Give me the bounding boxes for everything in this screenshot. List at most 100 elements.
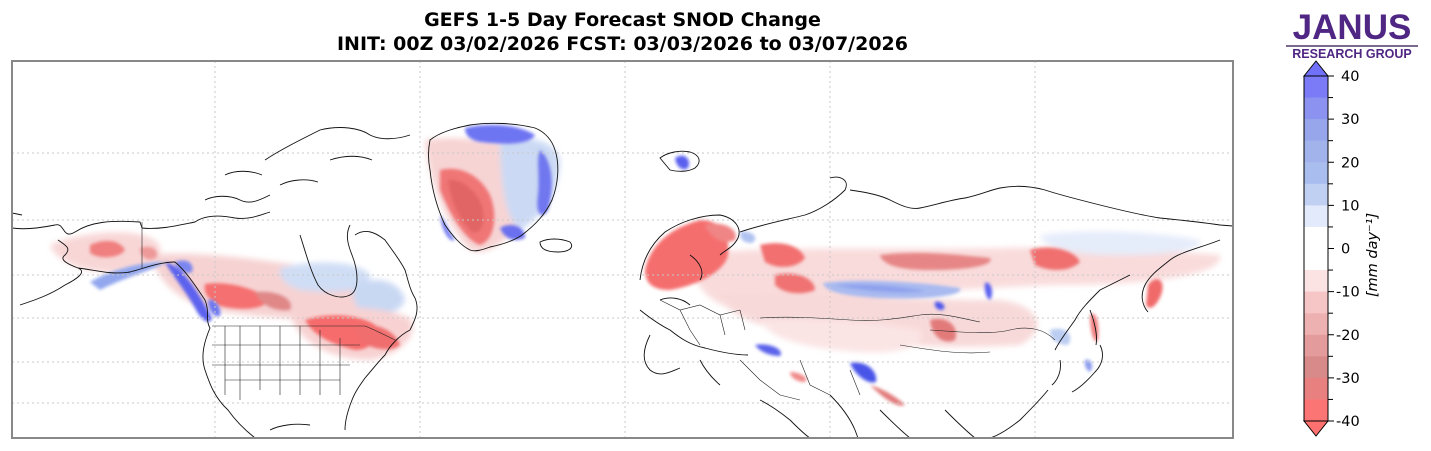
colorbar-tick-label: 20 [1341,155,1359,171]
colorbar-tick-label: 40 [1341,69,1359,85]
shade-amur-blue [1050,328,1071,345]
shade-yukon-red [140,246,158,260]
shade-baikal-blue [984,282,993,300]
shade-hudson-blue [279,262,371,292]
coast-europe [639,297,749,386]
shade-hindukush-blue [850,362,877,383]
coast-east-us [269,329,411,431]
shade-greenland-north-blue [465,124,535,144]
colorbar-segment [1304,140,1328,163]
coast-svalbard [659,150,700,172]
border-us-states [212,326,360,400]
shade-svalbard-blue [675,155,689,170]
colorbar-segment [1304,377,1328,400]
map-frame [11,60,1234,439]
colorbar-tick-label: 0 [1341,242,1350,258]
shade-caucasus-blue [755,344,781,356]
colorbar-segment [1304,356,1328,379]
shading-layer [50,124,1221,406]
coast-scandinavia [639,214,740,281]
coast-iceland [539,238,573,253]
colorbar-tick-label: -40 [1336,414,1360,430]
colorbar-segment [1304,97,1328,120]
colorbar-segment [1304,183,1328,206]
graticule [12,61,1233,438]
shade-scandinavia-red [645,220,729,290]
shade-greenland-se-blue [500,225,525,240]
coastlines [12,122,1233,438]
chart-title: GEFS 1-5 Day Forecast SNOD Change [424,9,821,31]
shade-himalaya-red [870,385,905,406]
logo-subtitle: RESEARCH GROUP [1292,47,1412,61]
colorbar-ticks [1328,75,1334,422]
political-borders [141,222,1056,401]
shade-ontario-red [305,315,377,350]
colorbar-extend-over [1302,60,1330,77]
colorbar-segments [1304,76,1328,422]
shade-prairie-red [204,283,270,309]
colorbar-units-label: [mm day⁻¹] [1365,212,1381,298]
coast-japan-korea [989,344,1103,438]
colorbar-segment [1304,76,1328,99]
colorbar-tick-label: 10 [1341,198,1359,214]
coast-arctic-canada [141,127,411,229]
shade-bc-coast-blue [165,262,212,322]
shade-kola-blue [740,231,756,243]
shade-siberia-east-red [1030,247,1080,270]
border-europe [659,299,746,346]
shade-rockies-blue [175,260,193,273]
shade-altai-blue [934,301,945,310]
logo-wordmark: JANUS [1292,8,1412,47]
shade-turkey-red [790,372,807,382]
shade-siberia-ne-light [1040,231,1201,255]
coast-bc-westus [174,261,256,438]
border-mideast [739,359,861,401]
colorbar-segment [1304,334,1328,357]
coast-pacific-russia [1054,239,1221,351]
colorbar-segment [1304,291,1328,314]
colorbar-segment [1304,399,1328,422]
colorbar-tick-label: -20 [1336,328,1360,344]
colorbar-extend-under [1302,420,1330,437]
shade-siberia-band-core [835,284,925,293]
shade-kamchatka-red [1146,279,1163,308]
janus-logo: JANUS RESEARCH GROUP [1284,8,1420,61]
shade-kola-red [705,223,736,242]
shade-prairie-red2 [255,291,291,311]
colorbar-segment [1304,119,1328,142]
coast-greenland [428,122,559,252]
shade-greenland-east-blue [537,150,552,215]
border-russia-kazakh [759,313,981,323]
colorbar-segment [1304,226,1328,249]
colorbar-segment [1304,270,1328,293]
shade-siberia-north-red [880,252,991,270]
border-mongolia-china [899,327,1056,354]
border-us-canada [212,325,396,341]
colorbar-tick-label: 30 [1341,112,1359,128]
shade-alaska-coast-blue [90,262,165,290]
coast-alaska [12,212,176,306]
shade-japan-blue [1084,359,1093,372]
colorbar-tick-labels: 40 30 20 10 0 -10 -20 -30 -40 [1336,69,1360,430]
colorbar-segment [1304,248,1328,271]
colorbar-segment [1304,162,1328,185]
shade-russia-red1 [760,243,805,267]
shade-bc-inland-blue [208,299,221,317]
shade-kazakh-light [760,319,922,353]
logo-divider [1286,45,1418,47]
colorbar-tick-label: -30 [1336,371,1360,387]
shade-alaska-red [90,240,125,258]
coast-north-russia [739,176,1233,233]
colorbar-segment [1304,313,1328,336]
chart-subtitle: INIT: 00Z 03/02/2026 FCST: 03/03/2026 to… [336,33,908,55]
shade-quebec-red [355,324,400,350]
coast-south-asia [759,394,976,438]
shade-altai-red [930,318,956,342]
shade-quebec-blue [353,280,405,315]
shade-greenland-red-core [448,179,484,233]
coast-hudson-bay [299,224,418,331]
colorbar-tick-label: -10 [1336,285,1360,301]
colorbar-segment [1304,205,1328,228]
